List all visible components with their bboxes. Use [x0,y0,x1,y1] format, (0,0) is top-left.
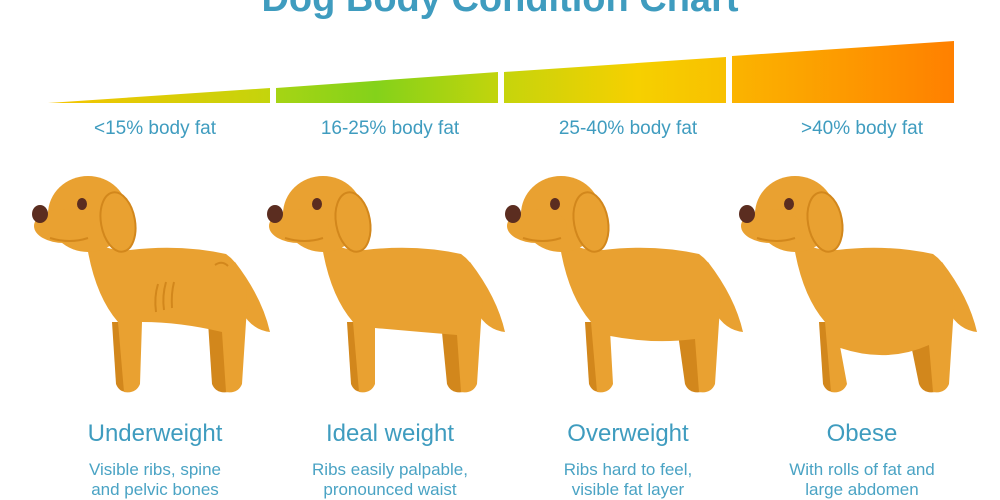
condition-name: Overweight [567,420,689,447]
description-line-2: large abdomen [805,480,919,499]
condition-description: Ribs easily palpable, pronounced waist [270,460,510,500]
description-line-1: With rolls of fat and [789,460,935,479]
dog-illustration-3 [503,172,743,402]
description-line-2: and pelvic bones [91,480,219,499]
body-fat-scale-bar [48,41,954,103]
condition-name: Underweight [87,420,223,447]
body-fat-label: 25-40% body fat [558,118,698,139]
chart-title: Dog Body Condition Chart [0,0,1000,21]
description-line-1: Visible ribs, spine [89,460,221,479]
body-fat-label: 16-25% body fat [320,118,460,139]
condition-name: Obese [826,420,898,447]
condition-description: Ribs hard to feel, visible fat layer [508,460,748,500]
dog-illustration-2 [265,172,505,402]
scale-segment-1 [48,88,270,103]
description-line-2: visible fat layer [571,480,685,499]
body-fat-label: <15% body fat [93,118,216,139]
condition-description: With rolls of fat and large abdomen [742,460,982,500]
body-fat-label: >40% body fat [800,118,923,139]
condition-description: Visible ribs, spine and pelvic bones [35,460,275,500]
description-line-1: Ribs hard to feel, [563,460,693,479]
scale-segment-2 [276,72,498,103]
description-line-1: Ribs easily palpable, [312,460,468,479]
description-line-2: pronounced waist [323,480,457,499]
dog-illustration-4 [737,172,977,402]
condition-name: Ideal weight [325,420,455,447]
scale-segment-4 [732,41,954,103]
dog-illustration-1 [30,172,270,402]
scale-segment-3 [504,57,726,103]
